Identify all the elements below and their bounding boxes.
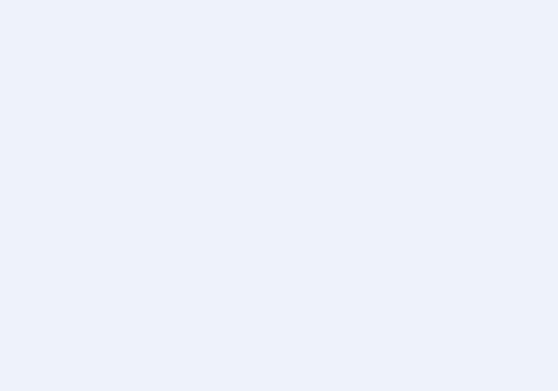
Wedge shape xyxy=(101,313,171,374)
Point xyxy=(414,371,423,377)
Text: 60°: 60° xyxy=(118,332,147,347)
Text: The angle addition postulate states that if D is in the: The angle addition postulate states that… xyxy=(11,56,472,74)
Point xyxy=(51,192,60,199)
Text: $60°+40°=100°$: $60°+40°=100°$ xyxy=(197,159,361,178)
Wedge shape xyxy=(123,344,170,374)
Text: Angle Addition Postulate: Angle Addition Postulate xyxy=(113,23,445,47)
Text: D: D xyxy=(336,189,350,207)
Point xyxy=(319,209,328,215)
Text: 40°: 40° xyxy=(139,356,167,371)
Text: $\angle$ABD + $\angle$CBD =  $\angle$ABC: $\angle$ABD + $\angle$CBD = $\angle$ABC xyxy=(158,120,400,139)
Text: interior of ABC then: interior of ABC then xyxy=(11,87,184,105)
Point xyxy=(118,371,127,377)
Text: A: A xyxy=(24,172,37,190)
